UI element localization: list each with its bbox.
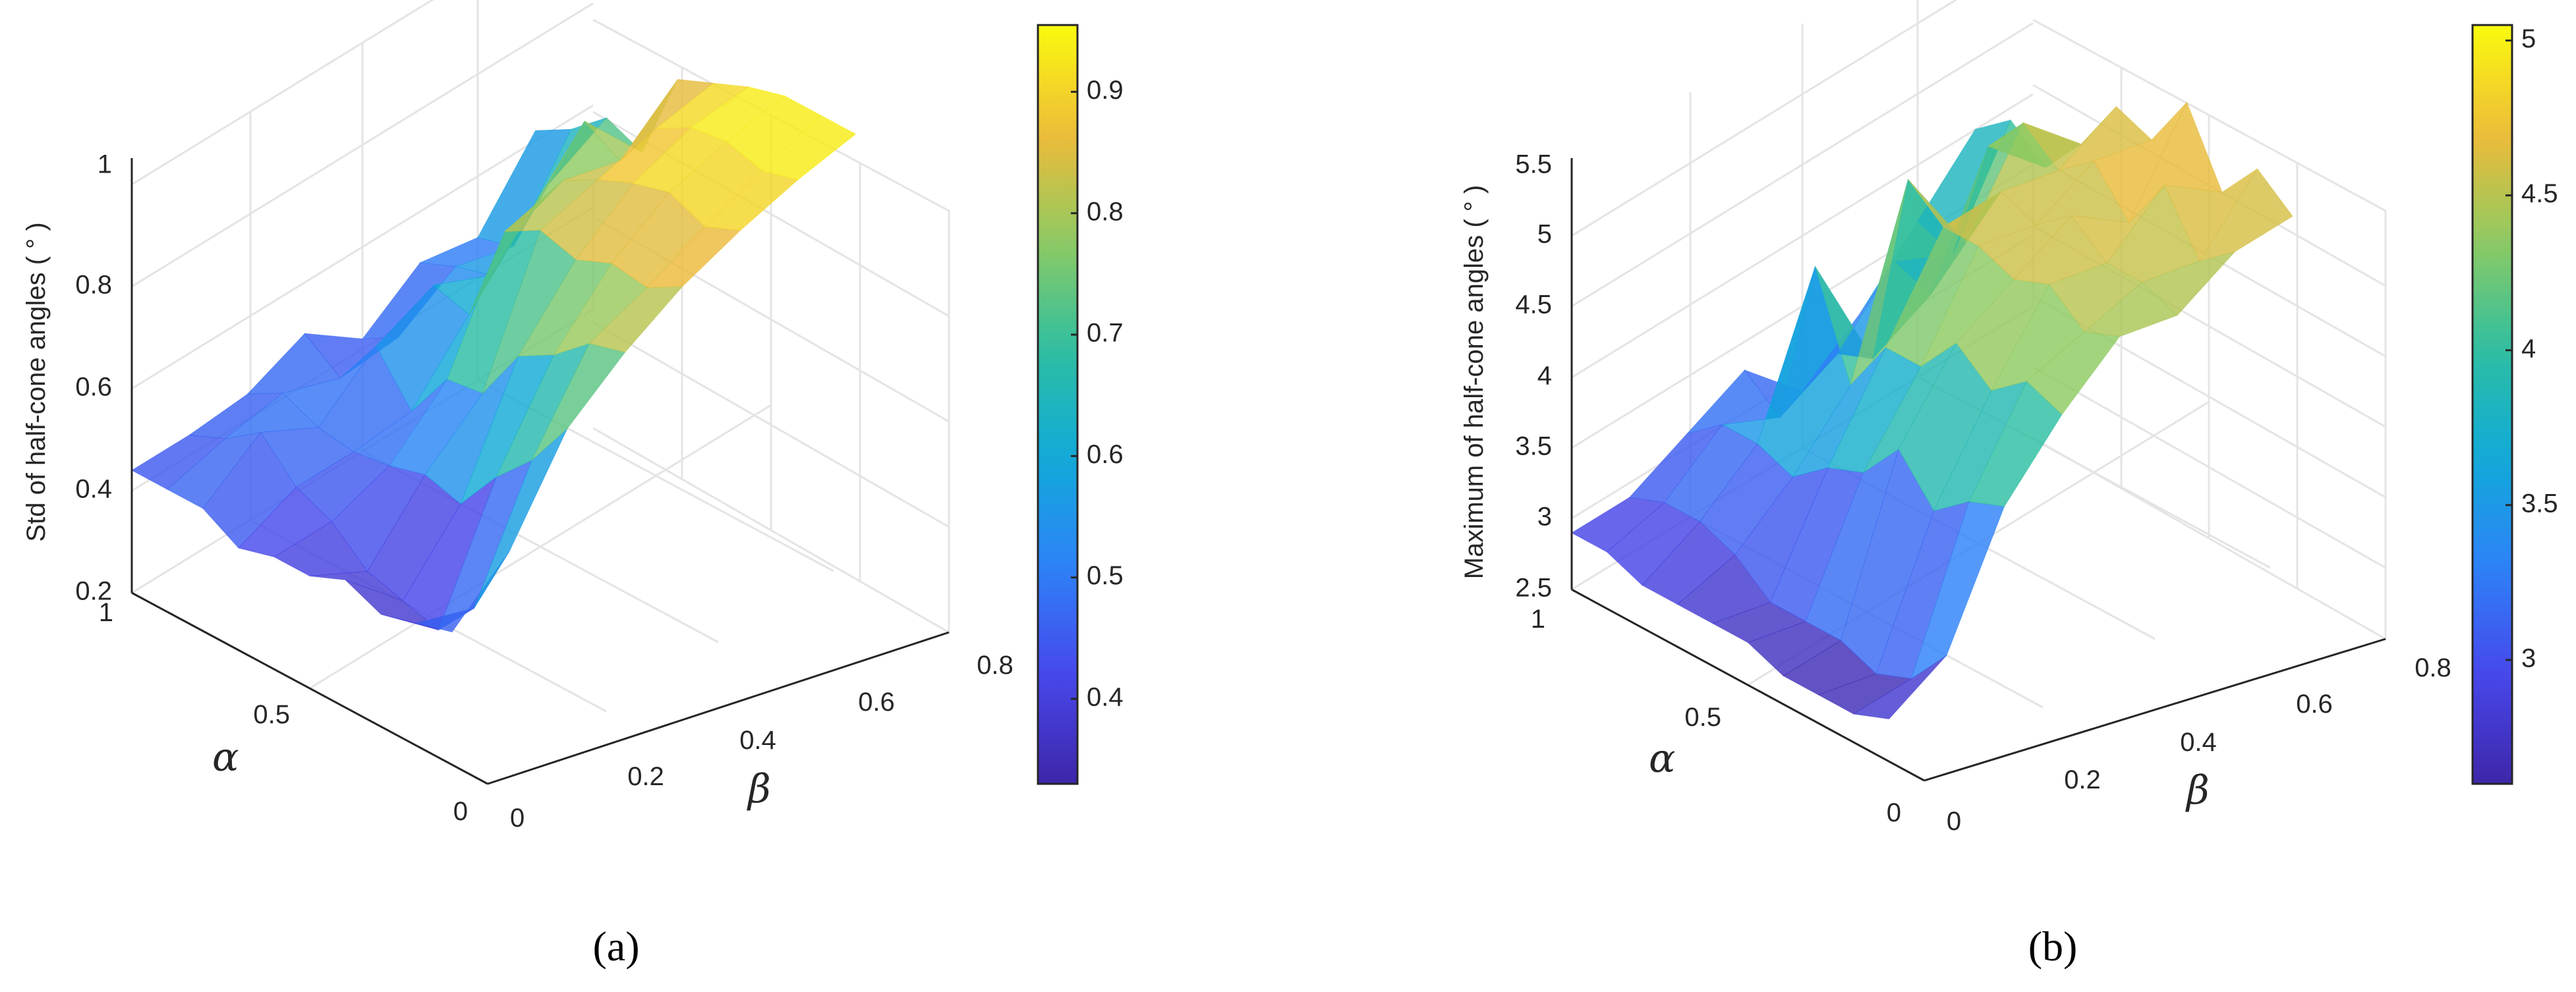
alpha-tick-label: 0.5 xyxy=(1684,703,1721,732)
panel-b-surface xyxy=(1571,101,2293,720)
panel-b-beta-axis-line xyxy=(1924,638,2386,782)
panel-a-beta-axis-line xyxy=(487,631,950,785)
panel-a-surface xyxy=(130,78,857,633)
panel-b-beta-ticks: 0 0.2 0.4 0.6 0.8 xyxy=(1947,653,2451,836)
z-tick-label: 0.8 xyxy=(75,271,112,300)
beta-tick-label: 0.4 xyxy=(739,726,776,755)
panel-a-alpha-axis-line xyxy=(131,592,488,785)
panel-b-alpha-axis-label: α xyxy=(1649,736,1676,782)
panel-a-beta-axis-label: β xyxy=(747,766,771,812)
panel-b-z-axis-label: Maximum of half-cone angles ( ° ) xyxy=(1460,185,1489,579)
beta-tick-label: 0.6 xyxy=(2296,690,2333,719)
colorbar-frame xyxy=(1037,24,1079,785)
colorbar-tick-label: 0.9 xyxy=(1087,76,1124,105)
colorbar-tick-label: 0.5 xyxy=(1087,561,1124,590)
panel-a-colorbar: 0.4 0.5 0.6 0.7 0.8 0.9 xyxy=(1037,24,1124,785)
surface-patch xyxy=(2198,168,2293,262)
beta-tick-label: 0.8 xyxy=(2415,653,2451,682)
z-tick-label: 1 xyxy=(98,150,112,179)
colorbar-tick-label: 0.8 xyxy=(1087,197,1124,226)
colorbar-gradient xyxy=(2473,25,2512,784)
alpha-tick-label: 1 xyxy=(99,598,113,627)
panel-b-alpha-axis-line xyxy=(1571,588,1925,782)
panel-a-label: (a) xyxy=(592,923,639,970)
z-tick-label: 3.5 xyxy=(1515,432,1552,461)
z-tick-label: 3 xyxy=(1537,503,1552,532)
panel-a-z-axis-label: Std of half-cone angles ( ° ) xyxy=(22,222,51,541)
panel-a-z-ticks: 0.2 0.4 0.6 0.8 1 xyxy=(75,150,112,606)
panel-b-alpha-ticks: 1 0.5 0 xyxy=(1531,605,1901,827)
alpha-tick-label: 0.5 xyxy=(253,700,290,729)
z-tick-label: 4.5 xyxy=(1515,290,1552,319)
colorbar-tick-label: 0.6 xyxy=(1087,440,1124,469)
z-tick-label: 4 xyxy=(1537,362,1552,391)
panel-b: 2.5 3 3.5 4 4.5 5 5.5 Maximum of half-co… xyxy=(1460,0,2558,970)
beta-tick-label: 0 xyxy=(1947,807,1961,836)
z-tick-label: 0.2 xyxy=(75,577,112,606)
z-tick-label: 2.5 xyxy=(1515,574,1552,603)
panel-b-z-ticks: 2.5 3 3.5 4 4.5 5 5.5 xyxy=(1515,150,1552,603)
colorbar-tick-label: 0.7 xyxy=(1087,319,1124,348)
alpha-tick-label: 0 xyxy=(453,797,468,826)
alpha-tick-label: 0 xyxy=(1887,798,1901,827)
colorbar-tick-label: 4 xyxy=(2521,334,2536,363)
panel-a-beta-ticks: 0 0.2 0.4 0.6 0.8 xyxy=(510,651,1014,833)
panel-a-alpha-axis-label: α xyxy=(212,734,239,781)
beta-tick-label: 0.8 xyxy=(977,651,1014,680)
panel-a-alpha-ticks: 1 0.5 0 xyxy=(99,598,468,826)
surface-patch xyxy=(762,114,857,180)
panel-a-floor-grid xyxy=(309,404,772,690)
z-tick-label: 0.6 xyxy=(75,373,112,402)
beta-tick-label: 0.4 xyxy=(2180,728,2217,757)
colorbar-tick-label: 3 xyxy=(2521,644,2536,673)
z-tick-label: 0.4 xyxy=(75,475,112,504)
panel-b-colorbar: 3 3.5 4 4.5 5 xyxy=(2471,24,2558,785)
panel-a: 0.2 0.4 0.6 0.8 1 Std of half-cone angle… xyxy=(22,0,1124,970)
panel-b-axes: 2.5 3 3.5 4 4.5 5 5.5 Maximum of half-co… xyxy=(1460,150,2451,836)
colorbar-tick-label: 5 xyxy=(2521,24,2536,53)
colorbar-frame xyxy=(2471,24,2513,785)
panel-a-axes: 0.2 0.4 0.6 0.8 1 Std of half-cone angle… xyxy=(22,150,1014,833)
beta-tick-label: 0.2 xyxy=(2064,765,2101,794)
colorbar-tick-label: 3.5 xyxy=(2521,489,2558,518)
panel-b-beta-axis-label: β xyxy=(2185,767,2210,813)
beta-tick-label: 0.2 xyxy=(627,762,664,791)
colorbar-gradient xyxy=(1038,25,1077,784)
panel-a-back-panes xyxy=(130,0,950,785)
panel-b-label: (b) xyxy=(2028,923,2078,970)
beta-tick-label: 0 xyxy=(510,804,525,833)
z-tick-label: 5.5 xyxy=(1515,150,1552,179)
colorbar-tick-label: 4.5 xyxy=(2521,179,2558,208)
alpha-tick-label: 1 xyxy=(1531,605,1545,634)
z-tick-label: 5 xyxy=(1537,220,1552,249)
beta-tick-label: 0.6 xyxy=(858,688,895,717)
colorbar-tick-label: 0.4 xyxy=(1087,683,1124,712)
